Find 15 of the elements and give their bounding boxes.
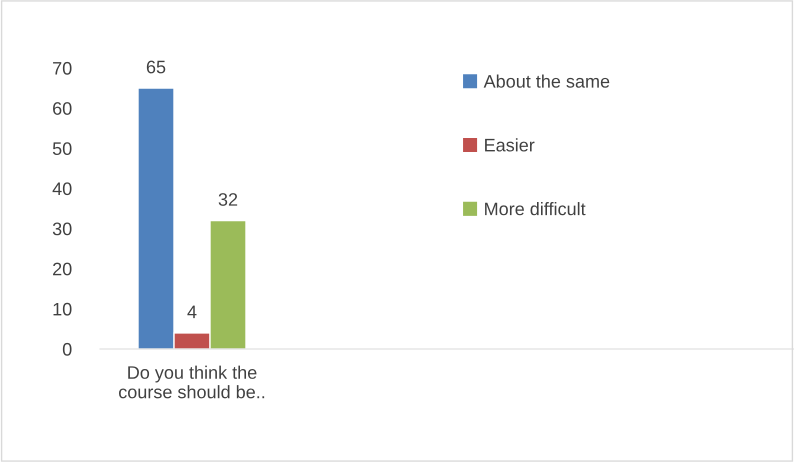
legend-label: Easier	[485, 138, 534, 152]
data-label: 4	[187, 306, 196, 318]
y-tick-label: 50	[52, 142, 72, 156]
data-label: 65	[146, 60, 166, 74]
y-tick-label: 40	[52, 182, 72, 196]
y-tick-label: 30	[52, 222, 72, 236]
data-label: 32	[218, 193, 238, 206]
y-tick-label: 10	[54, 302, 72, 316]
y-tick-label: 20	[53, 262, 72, 276]
x-tick-label: Do you think the course should be..	[119, 366, 264, 398]
y-tick-label: 60	[53, 102, 72, 115]
y-tick-label: 0	[62, 342, 72, 356]
y-tick-label: 70	[53, 62, 72, 75]
legend-label: More difficult	[485, 202, 586, 216]
legend-label: About the same	[484, 74, 610, 88]
